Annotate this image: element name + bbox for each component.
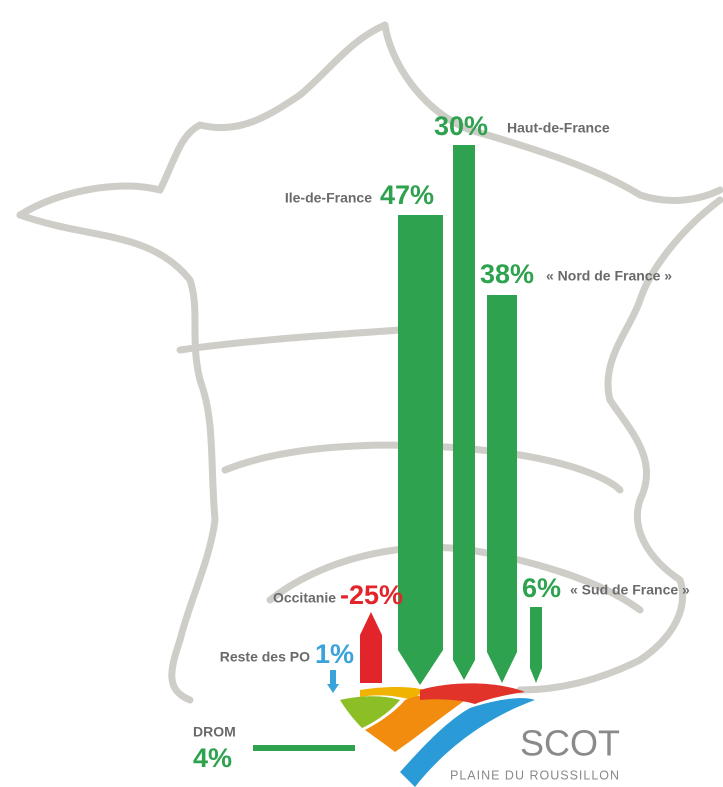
logo-title: SCOT (520, 723, 620, 764)
flow-label: Ile-de-France (285, 190, 372, 206)
flow-value: -25% (340, 580, 403, 610)
flow-value: 4% (193, 743, 232, 773)
arrows (253, 145, 542, 751)
outline-east (516, 196, 723, 694)
flow-value: 6% (522, 573, 561, 603)
logo-blue (400, 698, 535, 787)
logo-yellow (360, 687, 425, 700)
arrow-nord-de-france (487, 295, 517, 683)
flow-label: « Sud de France » (570, 582, 690, 598)
outline-center (221, 441, 624, 494)
logo-orange (365, 692, 470, 752)
flow-value: 47% (380, 180, 434, 210)
outline-north (16, 21, 723, 219)
bar-drom (253, 745, 355, 751)
flow-label: « Nord de France » (546, 268, 672, 284)
outline-west (16, 211, 219, 704)
flow-label: DROM (193, 724, 236, 740)
labels: Ile-de-France 47% 30% Haut-de-France 38%… (193, 111, 690, 773)
logo-green (340, 696, 400, 728)
logo: SCOT PLAINE DU ROUSSILLON (340, 683, 620, 787)
logo-red (420, 683, 525, 704)
flow-value: 38% (480, 259, 534, 289)
arrow-reste-des-po (327, 670, 339, 693)
outline-mid (176, 326, 404, 354)
flow-value: 30% (434, 111, 488, 141)
flow-label: Occitanie (273, 590, 336, 606)
arrow-ile-de-france (398, 215, 443, 685)
flow-value: 1% (315, 639, 354, 669)
flow-label: Reste des PO (220, 649, 310, 665)
arrow-sud-de-france (530, 607, 542, 683)
arrow-haut-de-france (453, 145, 475, 680)
arrow-occitanie (360, 612, 382, 683)
logo-subtitle: PLAINE DU ROUSSILLON (450, 768, 620, 782)
flow-label: Haut-de-France (507, 120, 610, 136)
